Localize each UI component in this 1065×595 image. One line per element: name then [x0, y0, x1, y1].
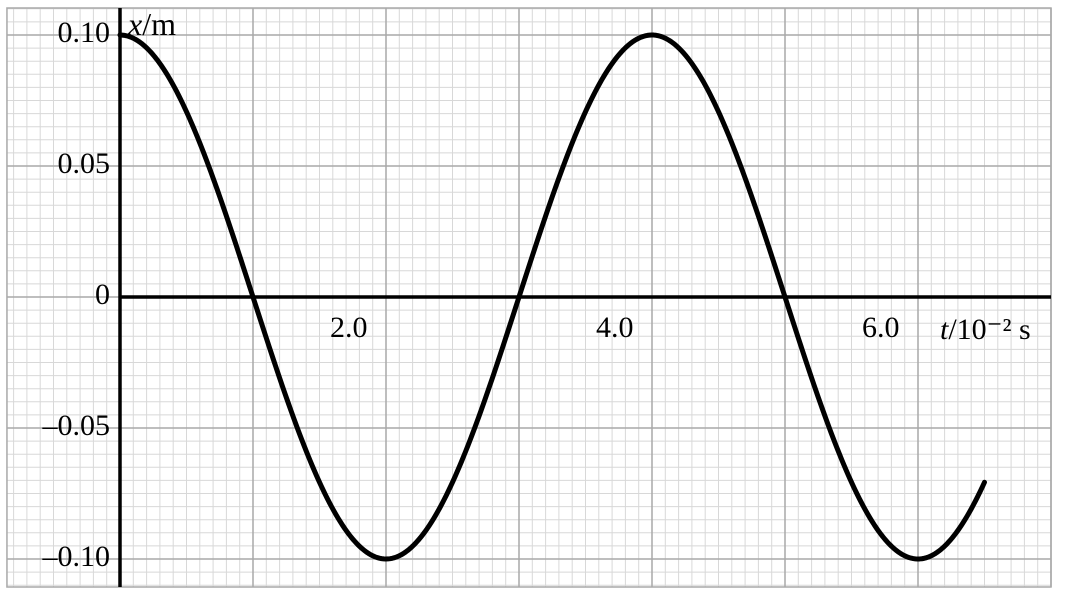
- chart-svg: [0, 0, 1065, 595]
- y-axis-unit: /m: [142, 6, 176, 42]
- y-tick-label: 0: [95, 278, 110, 312]
- y-tick-label: –0.05: [43, 409, 111, 443]
- x-tick-label: 6.0: [862, 311, 900, 345]
- oscillation-chart: x/m t/10⁻² s –0.10 –0.05 0 0.05 0.10 2.0 4.0 6…: [0, 0, 1065, 595]
- x-tick-label: 2.0: [330, 311, 368, 345]
- x-axis-unit: /10⁻² s: [948, 313, 1030, 346]
- x-axis-title: t/10⁻² s: [940, 312, 1031, 347]
- y-tick-label: 0.10: [58, 16, 111, 50]
- y-tick-label: 0.05: [58, 147, 111, 181]
- y-axis-var: x: [128, 6, 142, 42]
- y-tick-label: –0.10: [43, 540, 111, 574]
- y-axis-title: x/m: [128, 6, 176, 43]
- x-tick-label: 4.0: [596, 311, 634, 345]
